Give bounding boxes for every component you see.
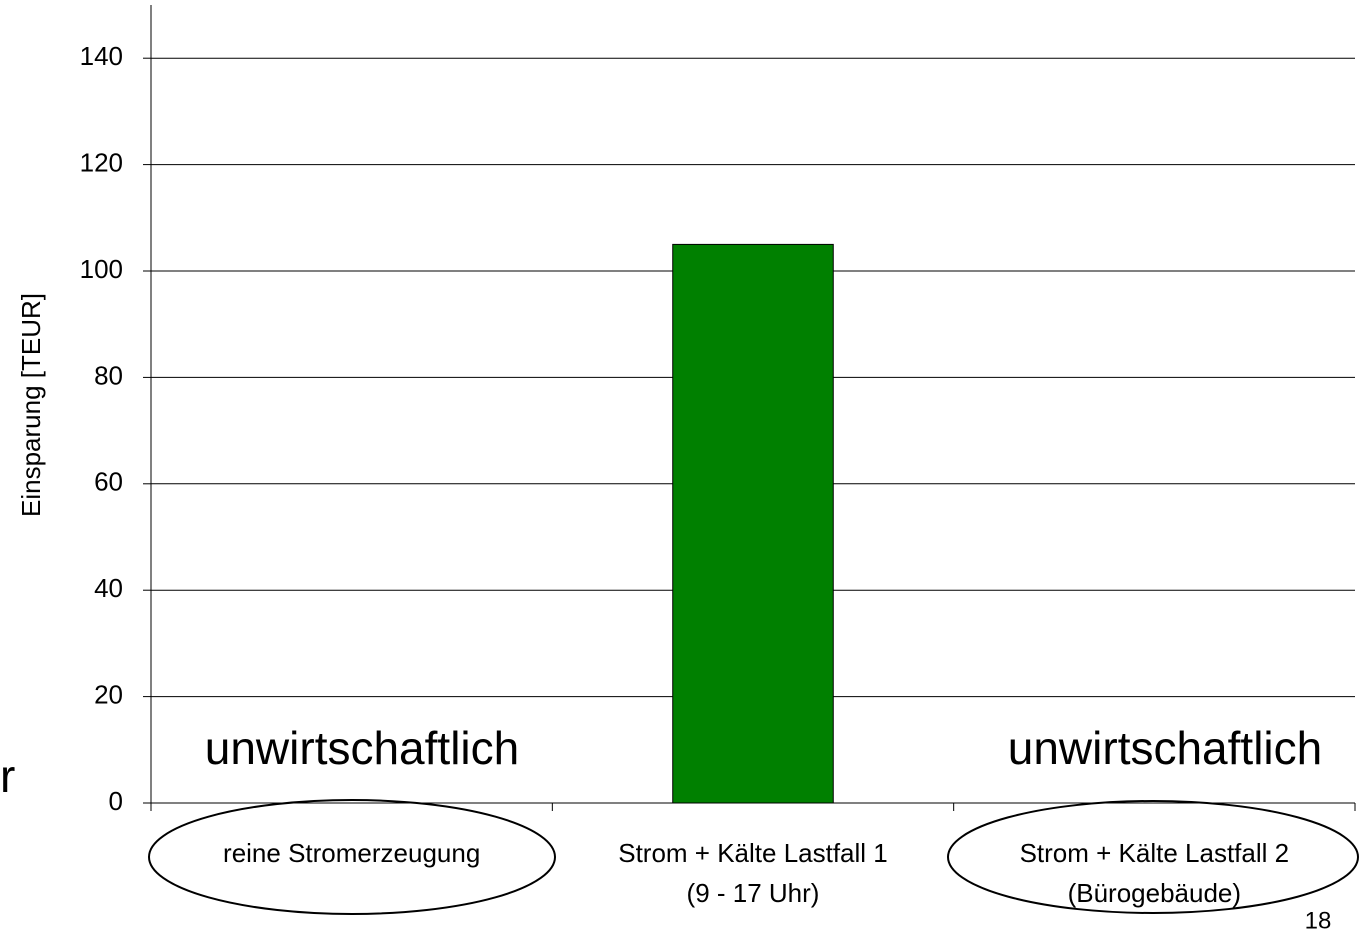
x-tick-label-line: reine Stromerzeugung [223,838,480,868]
y-tick-label: 80 [94,360,123,390]
x-tick-label-line: Strom + Kälte Lastfall 1 [618,838,888,868]
page-number: 18 [1305,907,1332,934]
x-tick-label: Strom + Kälte Lastfall 1 (9 - 17 Uhr) [618,838,888,908]
highlight-ellipse [148,799,556,915]
x-tick-label-line: Strom + Kälte Lastfall 2 [1020,838,1290,868]
y-tick-label: 60 [94,467,123,497]
annotation: r [0,750,15,802]
annotation: unwirtschaftlich [1008,722,1322,774]
bar [672,243,834,804]
y-tick-label: 140 [80,41,123,71]
y-tick-label: 40 [94,573,123,603]
x-tick-label: reine Stromerzeugung [223,838,480,868]
y-tick-label: 20 [94,679,123,709]
x-tick-label: Strom + Kälte Lastfall 2 (Bürogebäude) [1020,838,1290,908]
x-tick-label-line: (9 - 17 Uhr) [687,878,820,908]
x-tick-label-line: (Bürogebäude) [1068,878,1241,908]
y-tick-label: 100 [80,254,123,284]
highlight-ellipse [947,800,1359,914]
y-tick-label: 120 [80,147,123,177]
annotation: unwirtschaftlich [205,722,519,774]
y-tick-label: 0 [109,786,123,816]
y-axis-label: Einsparung [TEUR] [16,293,46,517]
